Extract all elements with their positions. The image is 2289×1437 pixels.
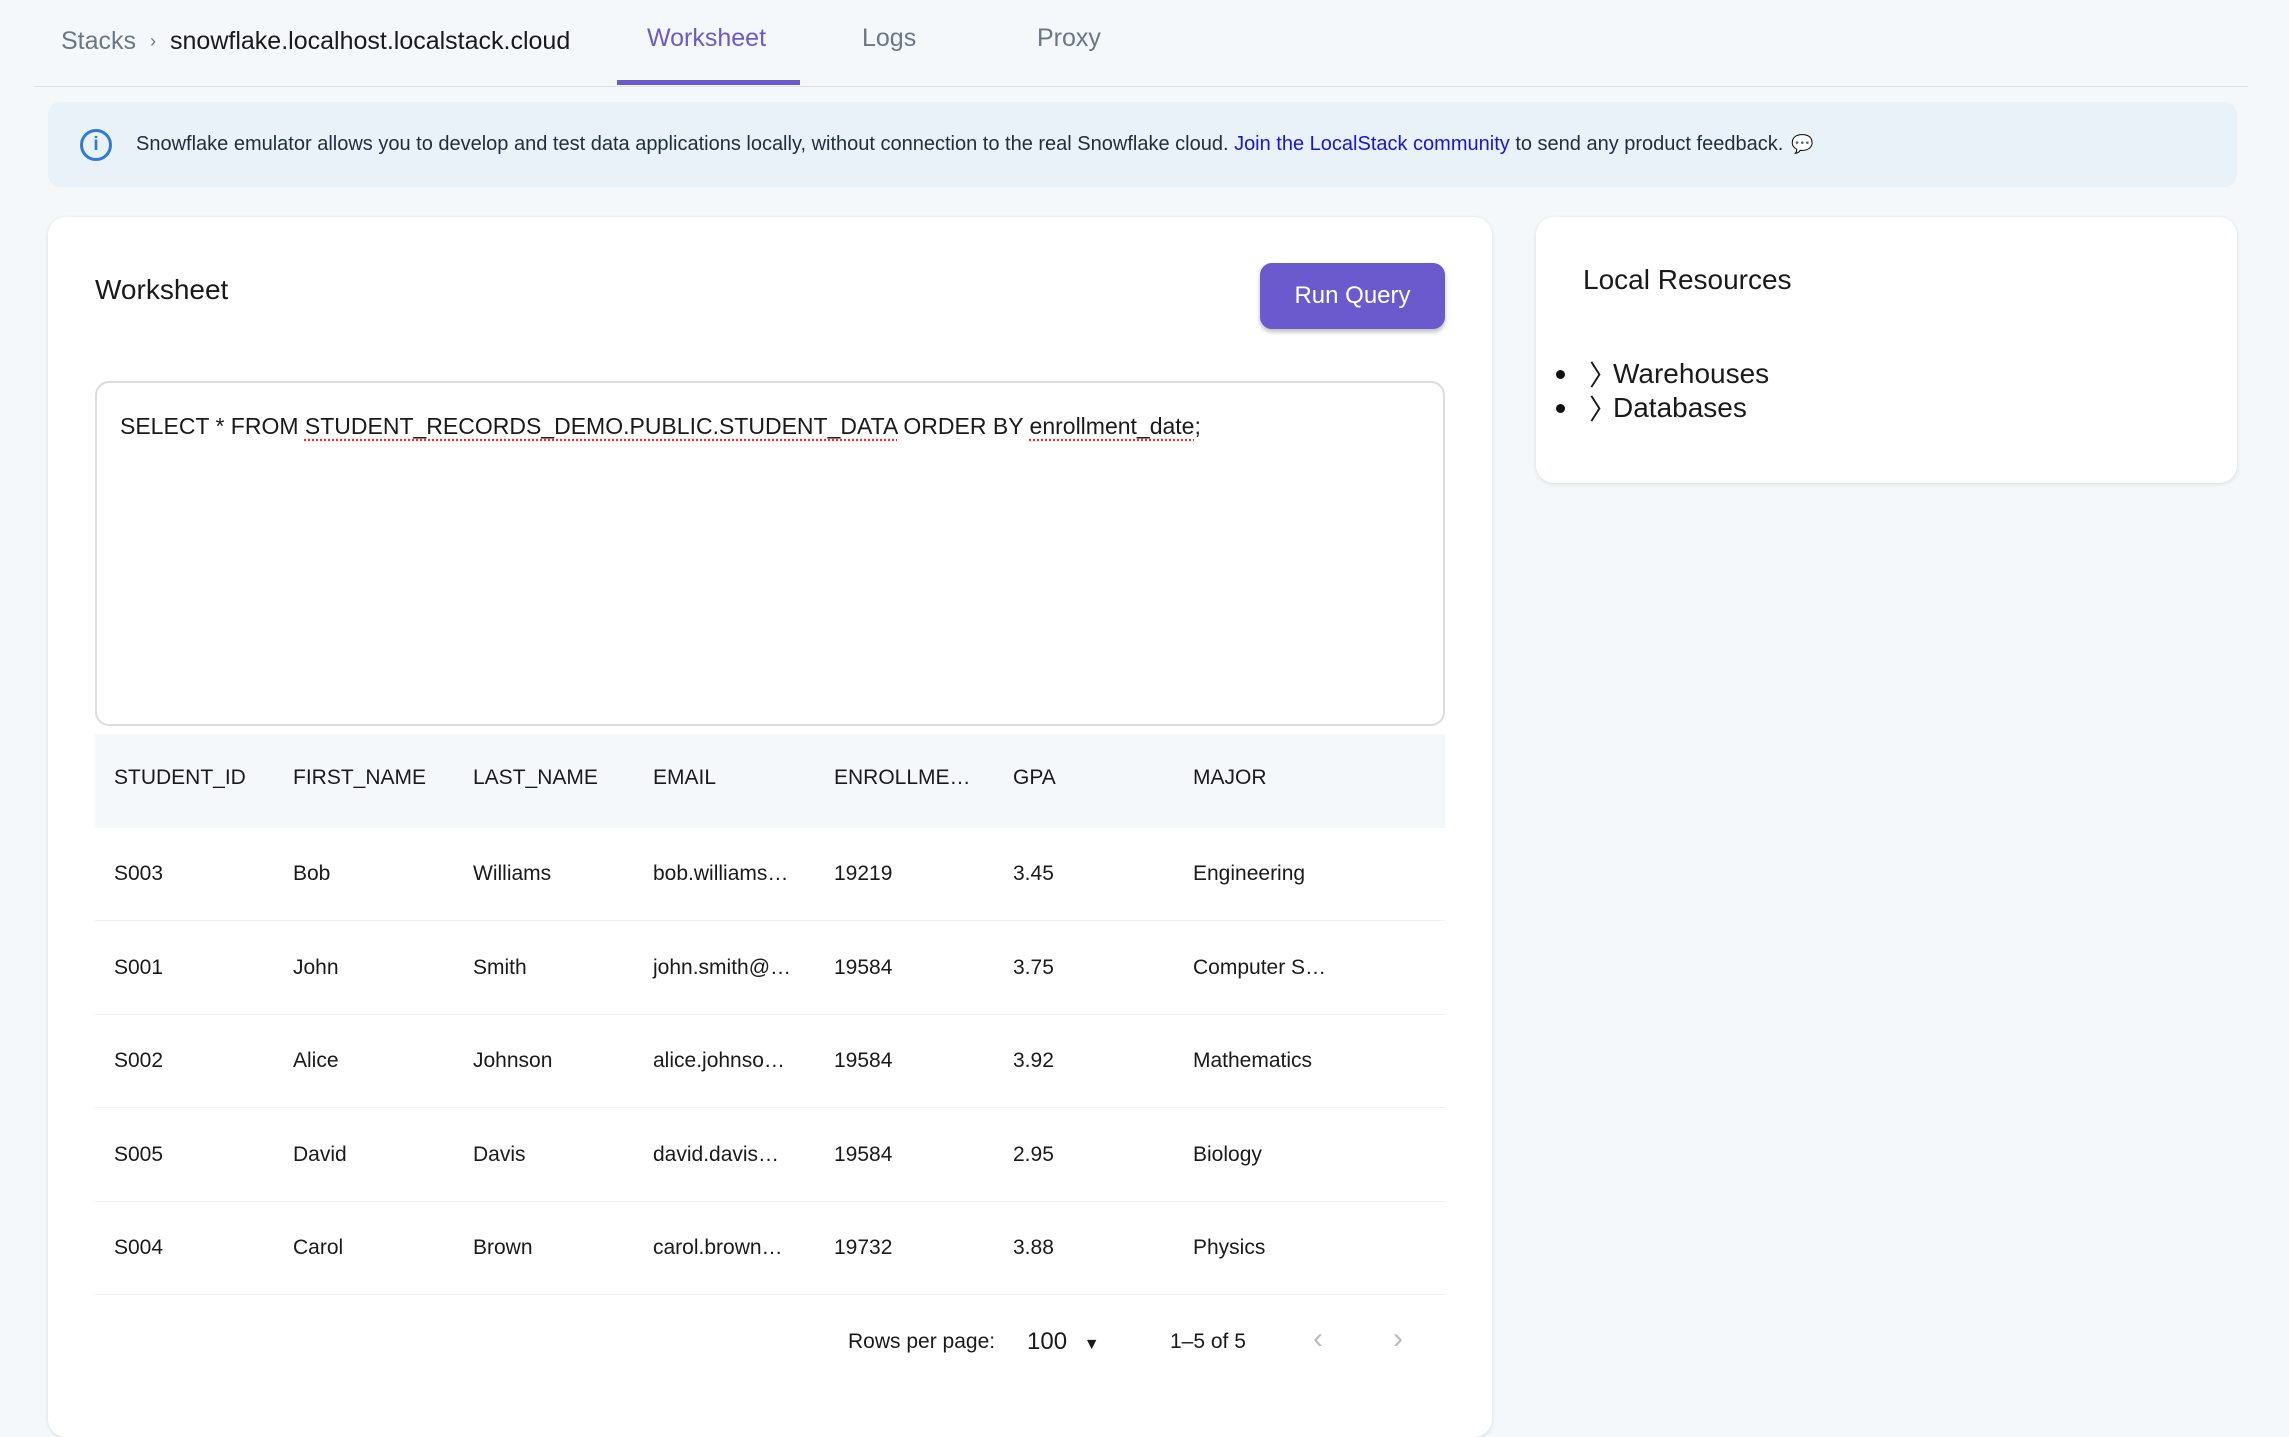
column-header[interactable]: FIRST_NAME <box>293 766 427 789</box>
table-cell: 19219 <box>834 862 893 885</box>
query-editor[interactable]: SELECT * FROM STUDENT_RECORDS_DEMO.PUBLI… <box>95 381 1445 726</box>
resource-label: Warehouses <box>1613 358 1770 389</box>
info-banner: i Snowflake emulator allows you to devel… <box>48 102 2237 187</box>
table-cell: Biology <box>1193 1142 1262 1166</box>
breadcrumb-separator-icon: › <box>150 30 157 51</box>
table-cell: Brown <box>473 1236 533 1259</box>
table-cell: S001 <box>114 955 164 979</box>
local-resources-title: Local Resources <box>1583 264 1792 295</box>
column-header[interactable]: MAJOR <box>1193 766 1267 789</box>
table-cell: Alice <box>293 1049 339 1072</box>
table-cell: david.davis… <box>653 1142 780 1166</box>
active-tab-indicator <box>617 80 800 85</box>
dropdown-arrow-icon: ▼ <box>1083 1336 1100 1353</box>
resource-label: Databases <box>1613 392 1747 423</box>
table-cell: john.smith@… <box>653 955 792 979</box>
resource-databases[interactable]: 〉 Databases <box>1556 388 1747 428</box>
query-text: SELECT * FROM <box>120 413 305 439</box>
table-cell: Johnson <box>473 1049 553 1072</box>
table-cell: S002 <box>114 1049 164 1072</box>
header-divider <box>34 86 2248 87</box>
resource-warehouses[interactable]: 〉 Warehouses <box>1556 354 1769 394</box>
column-header[interactable]: STUDENT_ID <box>114 766 246 789</box>
table-row[interactable] <box>95 1109 1445 1202</box>
next-page-icon[interactable]: › <box>1393 1322 1403 1355</box>
table-cell: 19584 <box>834 1049 893 1072</box>
prev-page-icon[interactable]: ‹ <box>1313 1322 1323 1355</box>
table-cell: Computer S… <box>1193 955 1327 979</box>
table-cell: S004 <box>114 1236 164 1259</box>
table-cell: S005 <box>114 1142 164 1166</box>
rows-per-page-label: Rows per page: <box>848 1330 996 1353</box>
table-row[interactable] <box>95 922 1445 1015</box>
pagination-range: 1–5 of 5 <box>1170 1330 1246 1353</box>
table-header <box>95 734 1445 828</box>
table-row[interactable] <box>95 1015 1445 1108</box>
table-cell: 19584 <box>834 1142 893 1166</box>
breadcrumb-current: snowflake.localhost.localstack.cloud <box>170 26 571 55</box>
table-cell: 2.95 <box>1013 1142 1054 1166</box>
table-row[interactable] <box>95 828 1445 921</box>
table-cell: Carol <box>293 1236 344 1259</box>
rows-per-page-value: 100 <box>1027 1328 1068 1355</box>
speech-bubble-icon: 💬 <box>1791 134 1814 154</box>
table-cell: John <box>293 955 339 979</box>
query-column: enrollment_date <box>1029 413 1195 439</box>
query-text: ; <box>1194 413 1201 439</box>
banner-suffix: to send any product feedback. <box>1515 133 1784 155</box>
table-cell: carol.brown… <box>653 1236 783 1259</box>
breadcrumb: Stacks › snowflake.localhost.localstack.… <box>61 24 570 58</box>
table-row[interactable] <box>95 1202 1445 1295</box>
query-text: ORDER BY <box>897 413 1030 439</box>
tab-worksheet[interactable]: Worksheet <box>647 24 767 52</box>
bullet <box>1556 403 1565 413</box>
community-link[interactable]: Join the LocalStack community <box>1234 133 1510 155</box>
table-cell: alice.johnso… <box>653 1049 785 1072</box>
table-cell: David <box>293 1142 347 1166</box>
table-cell: 19584 <box>834 955 893 979</box>
table-cell: Davis <box>473 1142 526 1166</box>
table-cell: bob.williams… <box>653 862 789 885</box>
tab-proxy[interactable]: Proxy <box>1037 24 1101 52</box>
table-cell: 3.88 <box>1013 1236 1054 1259</box>
worksheet-title: Worksheet <box>95 274 229 305</box>
local-resources-card <box>1536 217 2237 483</box>
table-cell: S003 <box>114 862 164 885</box>
chevron-right-icon: 〉 <box>1589 360 1618 391</box>
column-header[interactable]: GPA <box>1013 766 1056 789</box>
run-query-button[interactable]: Run Query <box>1260 263 1445 329</box>
table-cell: Engineering <box>1193 862 1306 885</box>
column-header[interactable]: ENROLLME… <box>834 766 971 789</box>
rows-per-page-select[interactable]: 100 ▼ <box>1027 1328 1100 1356</box>
chevron-right-icon: 〉 <box>1589 394 1618 425</box>
info-icon: i <box>80 128 112 161</box>
table-cell: Williams <box>473 862 552 885</box>
query-table: STUDENT_RECORDS_DEMO.PUBLIC.STUDENT_DATA <box>304 413 898 439</box>
table-cell: 19732 <box>834 1236 893 1259</box>
breadcrumb-stacks[interactable]: Stacks <box>61 26 137 55</box>
table-cell: Smith <box>473 955 527 979</box>
banner-text: Snowflake emulator allows you to develop… <box>136 133 1229 155</box>
column-header[interactable]: EMAIL <box>653 766 717 789</box>
table-cell: Bob <box>293 862 331 885</box>
bullet <box>1556 369 1565 379</box>
table-cell: Mathematics <box>1193 1049 1313 1072</box>
table-cell: 3.75 <box>1013 955 1054 979</box>
table-cell: 3.92 <box>1013 1049 1054 1072</box>
column-header[interactable]: LAST_NAME <box>473 766 598 789</box>
tab-logs[interactable]: Logs <box>862 24 917 52</box>
table-cell: 3.45 <box>1013 862 1054 885</box>
table-cell: Physics <box>1193 1236 1266 1259</box>
